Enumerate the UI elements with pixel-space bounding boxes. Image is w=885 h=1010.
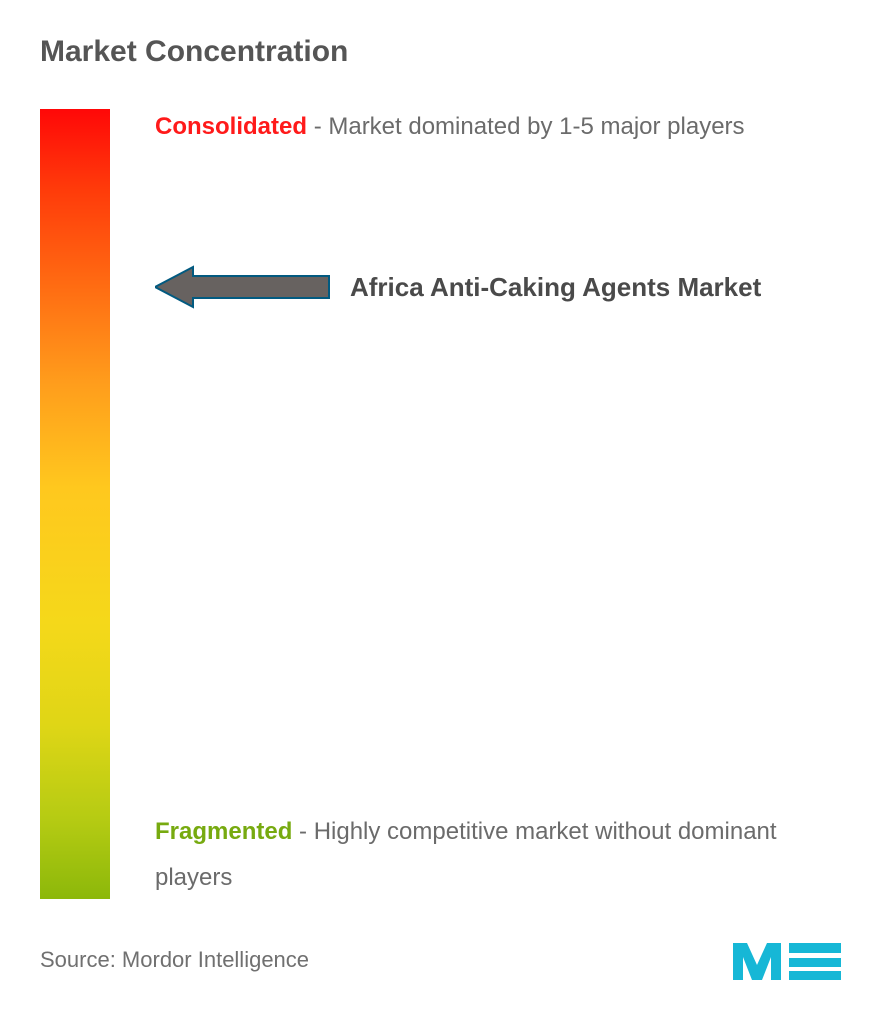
- labels-column: Consolidated - Market dominated by 1-5 m…: [155, 109, 845, 899]
- fragmented-label: Fragmented - Highly competitive market w…: [155, 809, 845, 900]
- market-name: Africa Anti-Caking Agents Market: [350, 272, 761, 303]
- brand-logo: [725, 935, 845, 985]
- consolidated-label: Consolidated - Market dominated by 1-5 m…: [155, 104, 845, 150]
- consolidated-desc: - Market dominated by 1-5 major players: [314, 113, 745, 140]
- page-title: Market Concentration: [40, 35, 845, 69]
- concentration-scale-bar: [40, 109, 110, 899]
- footer: Source: Mordor Intelligence: [40, 935, 845, 985]
- consolidated-key: Consolidated: [155, 113, 307, 140]
- market-pointer: Africa Anti-Caking Agents Market: [155, 264, 761, 310]
- chart-body: Consolidated - Market dominated by 1-5 m…: [40, 109, 845, 899]
- source-text: Source: Mordor Intelligence: [40, 947, 309, 973]
- arrow-left-icon: [155, 264, 330, 310]
- fragmented-key: Fragmented: [155, 818, 292, 845]
